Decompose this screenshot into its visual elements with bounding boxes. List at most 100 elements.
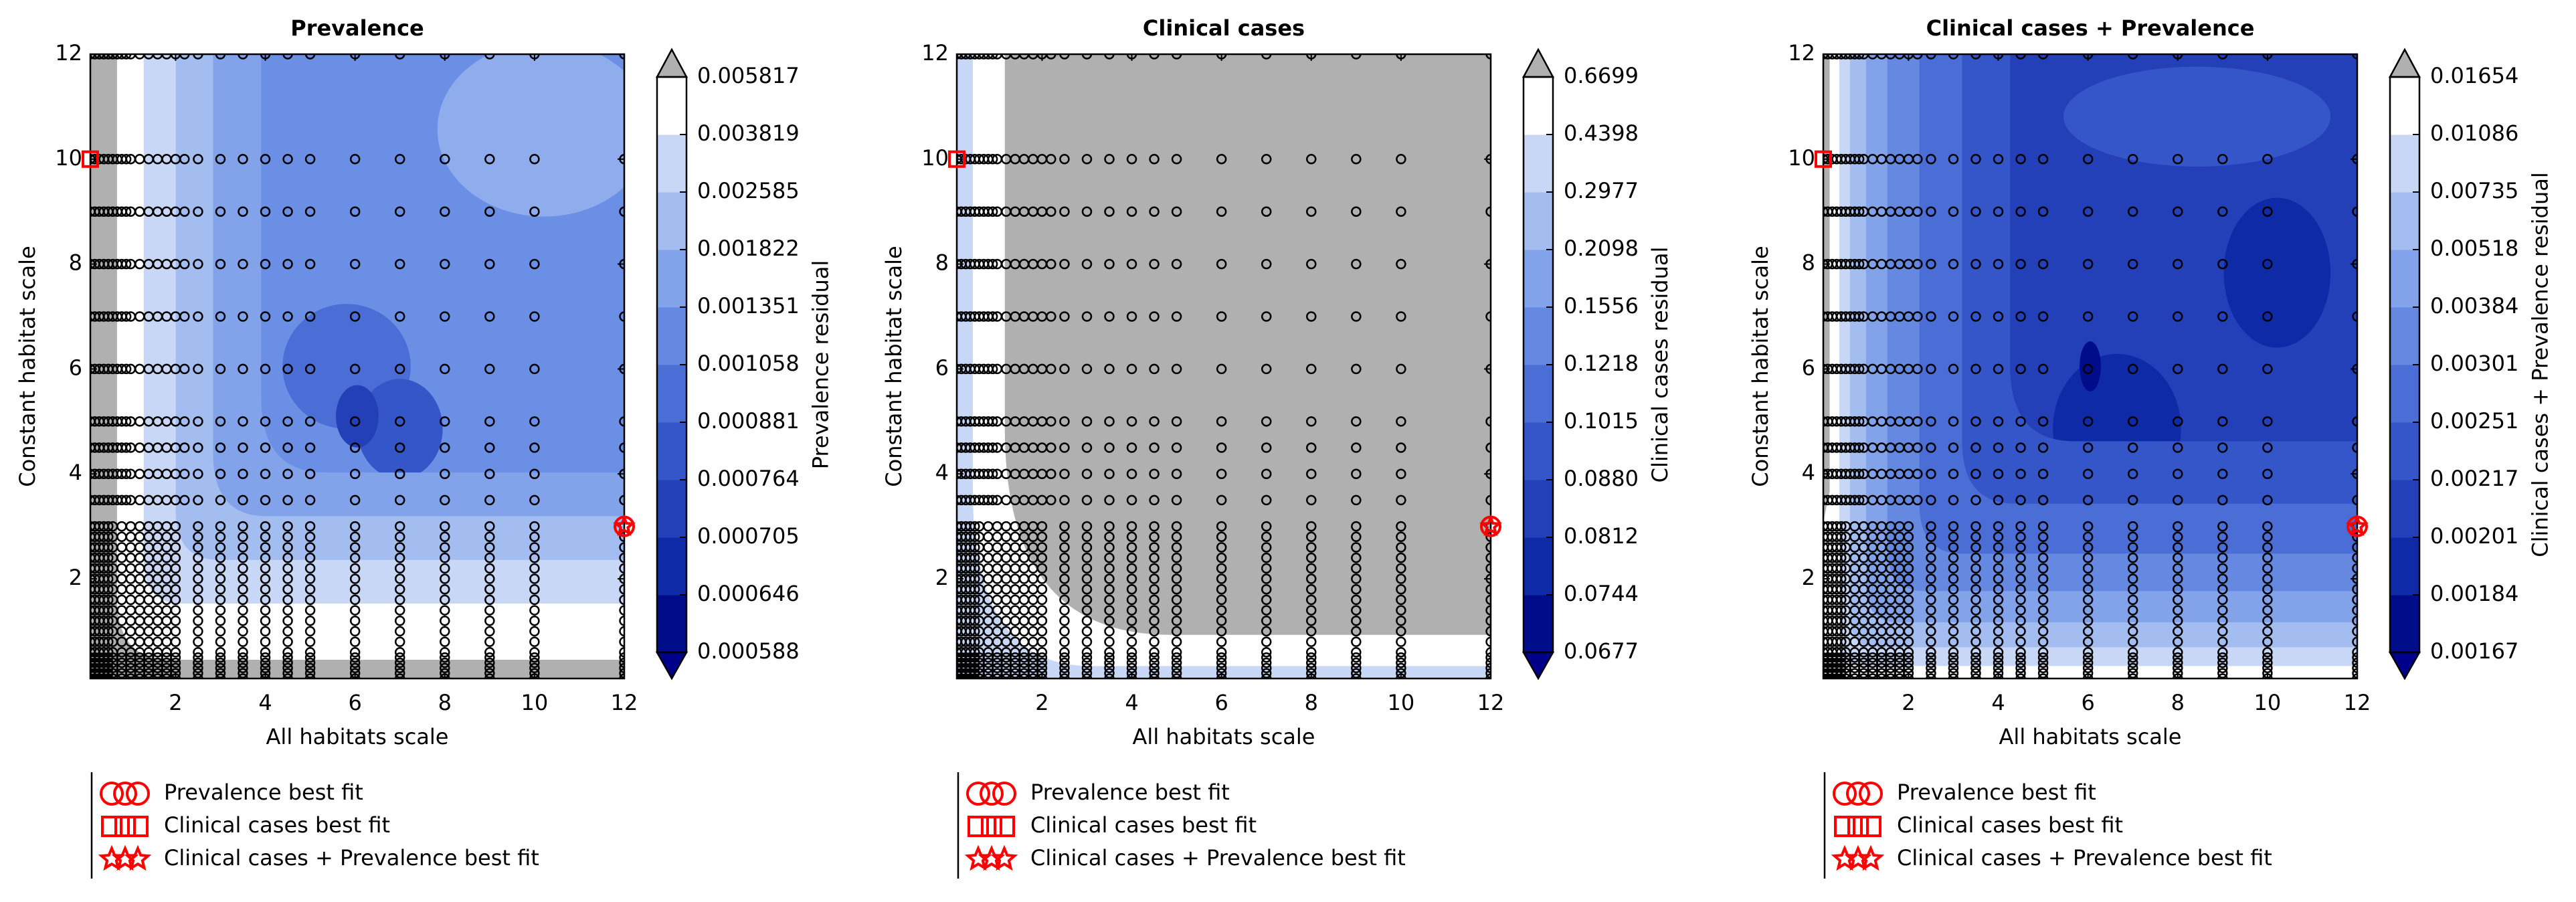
sample-point — [1306, 583, 1317, 595]
sample-point — [2082, 494, 2094, 506]
sample-point — [2037, 542, 2049, 553]
sample-point — [238, 626, 248, 637]
sample-point — [2037, 206, 2049, 217]
sample-point — [215, 416, 226, 427]
sample-point — [215, 494, 226, 506]
sample-point — [1104, 626, 1115, 637]
legend-marker — [127, 816, 149, 837]
sample-point — [1036, 616, 1048, 626]
sample-point — [1948, 594, 1959, 606]
sample-point — [1849, 54, 1860, 60]
sample-point — [1485, 594, 1491, 606]
sample-point — [1993, 652, 2004, 663]
sample-point — [1926, 542, 1936, 553]
sample-point — [349, 154, 361, 165]
sample-point — [282, 573, 293, 584]
sample-point — [1306, 605, 1317, 616]
sample-point — [1059, 626, 1070, 637]
sample-point — [1104, 673, 1115, 679]
sample-point — [304, 154, 316, 165]
sample-point — [1306, 573, 1317, 584]
axes-frame — [955, 53, 1492, 680]
sample-point — [619, 542, 624, 553]
sample-point — [1993, 616, 2004, 626]
x-tick-label: 4 — [1125, 690, 1138, 715]
sample-point — [619, 531, 624, 543]
sample-point — [1261, 311, 1272, 322]
colorbar-tick-label: 0.00217 — [2430, 466, 2518, 491]
sample-point — [304, 206, 316, 217]
sample-point — [2127, 206, 2138, 217]
sample-point — [1351, 573, 1362, 584]
sample-point — [215, 521, 226, 532]
sample-point — [957, 54, 967, 60]
sample-point — [1126, 657, 1137, 668]
sample-point — [282, 542, 293, 553]
sample-point — [2173, 657, 2183, 668]
sample-point — [193, 605, 203, 616]
best-fit-marker — [1479, 514, 1502, 537]
sample-point — [1081, 468, 1093, 479]
sample-point — [2173, 636, 2183, 647]
sample-point — [440, 542, 450, 553]
sample-point — [1396, 363, 1406, 375]
sample-point — [2037, 531, 2049, 543]
sample-point — [1046, 154, 1056, 165]
sample-point — [260, 468, 271, 479]
sample-point — [1171, 442, 1182, 453]
legend: Prevalence best fit Clinical cases best f… — [957, 772, 1406, 879]
sample-point — [1351, 311, 1362, 322]
sample-point — [394, 662, 405, 674]
sample-point — [282, 363, 293, 375]
y-tick-label: 10 — [921, 145, 949, 171]
sample-point — [103, 647, 114, 658]
sample-point — [1485, 605, 1491, 616]
sample-point — [1171, 494, 1182, 506]
sample-point — [304, 657, 316, 668]
sample-point — [1912, 54, 1923, 60]
x-axis-label: All habitats scale — [1999, 724, 2182, 749]
sample-point — [2262, 552, 2273, 563]
sample-point — [2082, 154, 2094, 165]
sample-point — [1046, 258, 1056, 270]
sample-point — [238, 363, 248, 375]
sample-point — [394, 311, 405, 322]
sample-point — [1970, 583, 1981, 595]
sample-point — [1216, 626, 1227, 637]
sample-point — [2037, 552, 2049, 563]
sample-point — [2217, 468, 2228, 479]
sample-point — [260, 552, 271, 563]
sample-point — [2262, 363, 2273, 375]
sample-point — [2015, 657, 2026, 668]
sample-point — [1351, 583, 1362, 595]
sample-point — [2262, 647, 2273, 658]
sample-point — [349, 652, 361, 663]
sample-point — [1036, 531, 1048, 543]
sample-point — [970, 542, 980, 553]
sample-point — [440, 594, 450, 606]
sample-point — [1993, 647, 2004, 658]
sample-point — [987, 494, 998, 506]
sample-point — [1885, 673, 1896, 679]
sample-point — [1306, 657, 1317, 668]
sample-point — [193, 573, 203, 584]
sample-point — [1396, 416, 1406, 427]
sample-point — [1351, 657, 1362, 668]
sample-point — [2262, 583, 2273, 595]
sample-point — [440, 583, 450, 595]
sample-point — [983, 673, 994, 679]
sample-point — [103, 605, 114, 616]
sample-point — [238, 636, 248, 647]
sample-point — [529, 552, 540, 563]
sample-point — [179, 442, 190, 453]
sample-point — [1059, 573, 1070, 584]
sample-point — [1104, 416, 1115, 427]
sample-point — [2127, 54, 2138, 60]
sample-point — [484, 563, 495, 574]
sample-point — [1970, 468, 1981, 479]
colorbar-band — [2390, 537, 2419, 596]
sample-point — [2127, 652, 2138, 663]
sample-point — [529, 636, 540, 647]
sample-point — [2173, 573, 2183, 584]
sample-point — [484, 652, 495, 663]
